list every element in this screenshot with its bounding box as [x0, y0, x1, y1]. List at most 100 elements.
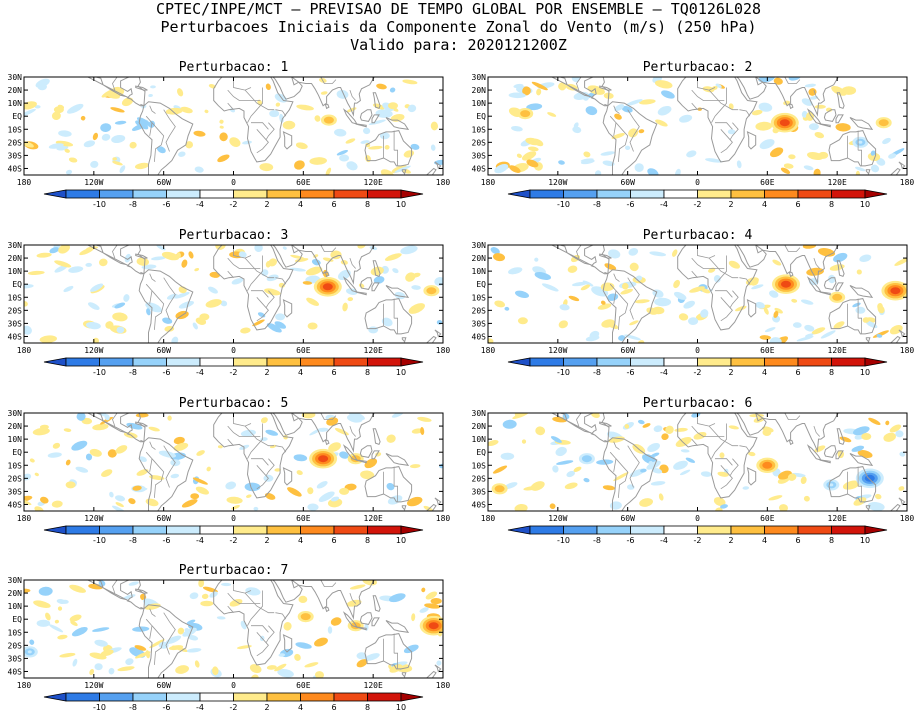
perturbation-blob [318, 427, 329, 432]
y-tick-label: 40S [472, 332, 487, 341]
colorbar-label: -8 [129, 368, 137, 377]
coastline [599, 85, 612, 91]
perturbation-blob [48, 624, 64, 633]
perturbation-blob [151, 256, 166, 261]
y-tick-label: EQ [476, 448, 486, 457]
perturbation-blob [52, 442, 61, 449]
coastline [355, 459, 367, 464]
y-tick-label: EQ [12, 615, 22, 624]
perturbation-blob [705, 158, 722, 163]
perturbation-blob [177, 627, 185, 635]
perturbation-blob [181, 499, 198, 508]
perturbation-blob [330, 250, 342, 260]
coastline [282, 634, 293, 653]
coastline [290, 245, 375, 285]
perturbation-blob [149, 639, 165, 649]
perturbation-core [821, 153, 826, 157]
x-tick-label: 120E [364, 178, 383, 187]
perturbation-blob [208, 286, 218, 294]
perturbation-blob [683, 300, 695, 309]
perturbation-blob [568, 295, 580, 302]
perturbation-blob [63, 428, 72, 432]
colorbar-swatch [233, 189, 268, 199]
colorbar-swatch [563, 189, 598, 199]
colorbar-label: -8 [129, 200, 137, 209]
perturbation-blob [29, 639, 35, 645]
coastline [754, 245, 839, 285]
country-border [708, 425, 739, 447]
country-border [275, 612, 287, 620]
map-panel-5: Perturbacao: 5 30N 20N 10N EQ 10S 20S 30S 40S 180… [8, 396, 451, 545]
perturbation-blob [572, 126, 582, 134]
perturbation-blob [274, 321, 287, 329]
perturbation-blob [340, 260, 348, 265]
colorbar-swatch [764, 189, 799, 199]
coastline [434, 161, 442, 170]
perturbation-blob [614, 104, 625, 112]
coastline [889, 335, 901, 343]
country-border [394, 652, 398, 669]
y-tick-label: 10N [8, 435, 23, 444]
perturbation-blob [249, 664, 262, 674]
colorbar-arrow-low [43, 692, 67, 702]
perturbation-blob [876, 158, 886, 166]
perturbation-blob [658, 493, 664, 501]
y-tick-label: 40S [8, 667, 23, 676]
perturbation-blob [360, 470, 375, 480]
perturbation-blob [508, 267, 523, 275]
country-border [151, 290, 165, 330]
coastline [364, 298, 413, 335]
perturbation-blob [508, 92, 526, 99]
y-tick-label: 40S [8, 332, 23, 341]
perturbation-blob [552, 465, 559, 473]
perturbation-blob [121, 97, 134, 107]
perturbation-blob [68, 266, 84, 273]
perturbation-blob [115, 495, 125, 502]
colorbar-label: 8 [365, 368, 370, 377]
y-tick-label: 20N [472, 254, 487, 263]
perturbation-blob [192, 322, 198, 330]
coastline [385, 410, 386, 411]
perturbation-blob [889, 325, 903, 335]
perturbation-blob [306, 297, 320, 306]
colorbar-label: -2 [230, 368, 238, 377]
y-tick-label: 20S [472, 138, 487, 147]
perturbation-blob [72, 658, 78, 667]
coastline [272, 413, 303, 436]
country-border [697, 413, 716, 427]
country-border [711, 255, 727, 291]
perturbation-blob [814, 131, 825, 139]
colorbar-swatch [266, 692, 301, 702]
coastline [385, 285, 410, 298]
perturbation-blob [66, 103, 84, 114]
perturbation-blob [642, 423, 651, 428]
perturbation-blob [430, 144, 436, 151]
country-border [233, 580, 252, 594]
perturbation-blob [33, 600, 51, 608]
perturbation-blob [788, 154, 796, 160]
perturbation-blob [874, 493, 882, 500]
perturbation-blob [899, 451, 906, 457]
perturbation-blob [139, 456, 147, 463]
perturbation-blob [828, 274, 836, 284]
country-border [227, 257, 261, 269]
y-tick-label: EQ [476, 280, 486, 289]
perturbation-blob [236, 645, 252, 650]
x-tick-label: 60W [156, 346, 171, 355]
perturbation-blob [802, 245, 817, 249]
colorbar-arrow-low [507, 525, 531, 535]
perturbation-core [523, 112, 528, 116]
colorbar-swatch [764, 525, 799, 535]
colorbar-label: -2 [230, 200, 238, 209]
perturbation-blob [573, 466, 582, 473]
perturbation-blob [769, 337, 782, 343]
coastline [849, 117, 874, 130]
coastline [865, 505, 871, 511]
coastline [401, 169, 407, 175]
colorbar-label: -6 [163, 368, 171, 377]
perturbation-blob [384, 144, 390, 150]
perturbation-blob [522, 86, 531, 96]
perturbation-blob [76, 413, 86, 421]
country-border [813, 257, 820, 269]
perturbation-blob [488, 440, 499, 446]
